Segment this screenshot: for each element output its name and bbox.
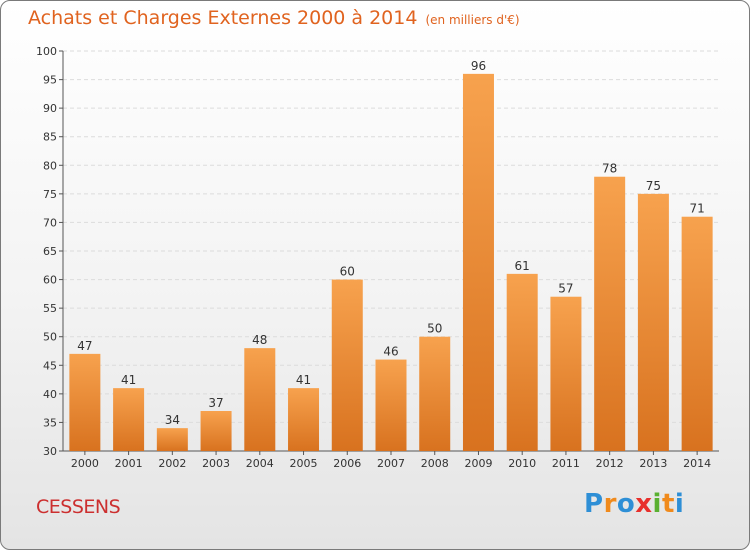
chart-title: Achats et Charges Externes 2000 à 2014 (e… xyxy=(28,7,520,29)
y-tick-label: 75 xyxy=(43,188,57,201)
y-tick-label: 60 xyxy=(43,274,57,287)
logo-letter: i xyxy=(674,489,685,519)
x-tick-label: 2006 xyxy=(333,457,361,470)
chart-subtitle: (en milliers d'€) xyxy=(425,13,520,27)
y-tick-label: 45 xyxy=(43,359,57,372)
bar-value-label: 46 xyxy=(383,345,398,359)
bar-value-label: 48 xyxy=(252,333,267,347)
logo-letter: o xyxy=(616,489,636,519)
logo-letter: P xyxy=(584,489,604,519)
bar-value-label: 60 xyxy=(340,265,355,279)
y-tick-label: 55 xyxy=(43,302,57,315)
y-tick-label: 80 xyxy=(43,159,57,172)
logo-letter: t xyxy=(661,489,675,519)
x-tick-label: 2009 xyxy=(464,457,492,470)
x-tick-label: 2007 xyxy=(377,457,405,470)
bar xyxy=(419,336,451,451)
bar xyxy=(113,388,145,451)
bar xyxy=(681,216,713,451)
bar-value-label: 61 xyxy=(515,259,530,273)
y-tick-label: 40 xyxy=(43,388,57,401)
bar-value-label: 37 xyxy=(208,396,223,410)
y-tick-label: 30 xyxy=(43,445,57,458)
bar xyxy=(244,348,276,451)
bar xyxy=(288,388,320,451)
logo-letter: r xyxy=(603,489,617,519)
bar xyxy=(594,176,626,451)
x-tick-label: 2013 xyxy=(639,457,667,470)
y-tick-label: 100 xyxy=(36,45,57,58)
bar-value-label: 50 xyxy=(427,322,442,336)
y-tick-label: 65 xyxy=(43,245,57,258)
bar xyxy=(156,428,188,451)
bar xyxy=(375,359,407,451)
town-name: CESSENS xyxy=(36,496,121,518)
bar-value-label: 57 xyxy=(558,282,573,296)
x-tick-label: 2004 xyxy=(246,457,274,470)
x-tick-label: 2008 xyxy=(421,457,449,470)
y-tick-label: 95 xyxy=(43,74,57,87)
bar-value-label: 78 xyxy=(602,162,617,176)
y-tick-label: 50 xyxy=(43,331,57,344)
bar-value-label: 41 xyxy=(121,373,136,387)
x-tick-label: 2002 xyxy=(158,457,186,470)
x-tick-label: 2001 xyxy=(115,457,143,470)
bar xyxy=(331,279,363,451)
bar xyxy=(462,73,494,451)
bar-value-label: 34 xyxy=(165,413,180,427)
y-tick-label: 85 xyxy=(43,131,57,144)
y-tick-label: 35 xyxy=(43,416,57,429)
y-tick-label: 70 xyxy=(43,216,57,229)
x-tick-label: 2014 xyxy=(683,457,711,470)
bar-value-label: 96 xyxy=(471,59,486,73)
y-tick-label: 90 xyxy=(43,102,57,115)
x-tick-label: 2012 xyxy=(596,457,624,470)
x-tick-label: 2003 xyxy=(202,457,230,470)
bar-value-label: 41 xyxy=(296,373,311,387)
bar xyxy=(200,411,232,451)
x-tick-label: 2000 xyxy=(71,457,99,470)
logo-letter: i xyxy=(652,489,662,519)
x-tick-label: 2010 xyxy=(508,457,536,470)
bar xyxy=(637,193,669,451)
x-tick-label: 2011 xyxy=(552,457,580,470)
logo-letter: x xyxy=(635,489,653,519)
bar xyxy=(506,273,538,451)
chart-title-text: Achats et Charges Externes 2000 à 2014 xyxy=(28,7,418,29)
bar xyxy=(550,296,582,451)
bar-value-label: 75 xyxy=(646,179,661,193)
proxiti-logo: Proxiti xyxy=(584,489,684,519)
x-tick-label: 2005 xyxy=(290,457,318,470)
bar xyxy=(69,353,101,451)
bar-value-label: 71 xyxy=(689,202,704,216)
bar-value-label: 47 xyxy=(77,339,92,353)
